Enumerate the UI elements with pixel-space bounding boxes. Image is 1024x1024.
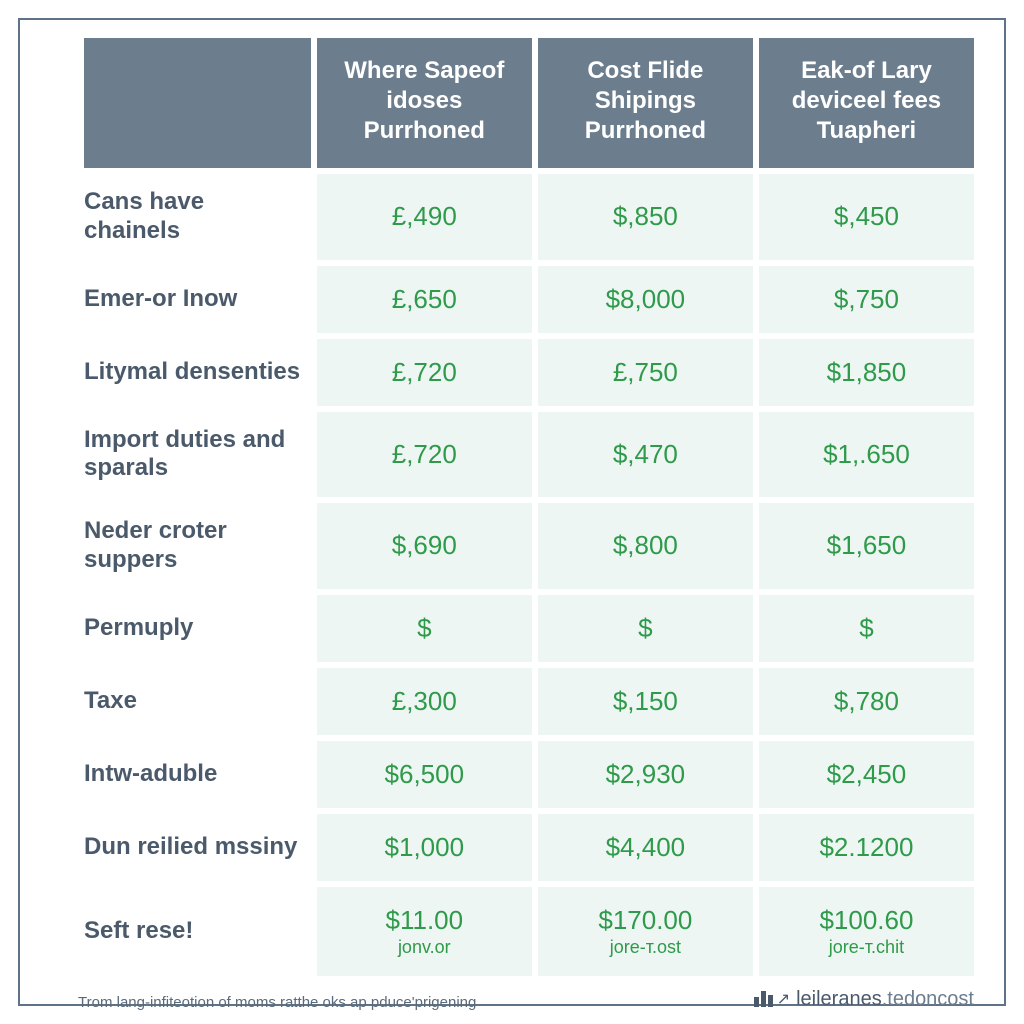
cell-value: $4,400 <box>544 832 747 863</box>
data-cell: $,780 <box>759 668 974 735</box>
row-label: Permuply <box>84 595 311 662</box>
row-label: Taxe <box>84 668 311 735</box>
data-cell: $2.1200 <box>759 814 974 881</box>
brand-mark: ↗ leileranes.tedoncost <box>754 988 974 1011</box>
cell-subtext: jore-т.ost <box>544 938 747 958</box>
data-cell: £,300 <box>317 668 532 735</box>
cell-value: £,720 <box>323 439 526 470</box>
cell-value: £,490 <box>323 201 526 232</box>
cell-value: $2,450 <box>765 759 968 790</box>
data-cell: $11.00jonv.or <box>317 887 532 976</box>
table-row: Intw-aduble $6,500 $2,930 $2,450 <box>84 741 974 808</box>
data-cell: £,490 <box>317 174 532 260</box>
brand-domain: .tedoncost <box>882 988 974 1010</box>
table-row: Litymal densenties £,720 £,750 $1,850 <box>84 339 974 406</box>
data-cell: $,470 <box>538 412 753 498</box>
cell-value: $,800 <box>544 530 747 561</box>
row-label: Intw-aduble <box>84 741 311 808</box>
data-cell: $,450 <box>759 174 974 260</box>
row-label: Neder croter suppers <box>84 503 311 589</box>
table-frame: Where Sapeof idoses Purrhoned Cost Flide… <box>18 18 1006 1006</box>
table-row: Import duties and sparals £,720 $,470 $1,.6… <box>84 412 974 498</box>
data-cell: $1,650 <box>759 503 974 589</box>
table-row: Neder croter suppers $,690 $,800 $1,650 <box>84 503 974 589</box>
data-cell: $ <box>759 595 974 662</box>
cell-value: $,750 <box>765 284 968 315</box>
data-cell: $,150 <box>538 668 753 735</box>
table-row: Permuply $ $ $ <box>84 595 974 662</box>
cell-value: $1,000 <box>323 832 526 863</box>
cost-comparison-table: Where Sapeof idoses Purrhoned Cost Flide… <box>78 38 980 976</box>
table-row: Seft rese!$11.00jonv.or$170.00jore-т.ost… <box>84 887 974 976</box>
header-col-2: Cost Flide Shipings Purrhoned <box>538 38 753 168</box>
data-cell: $8,000 <box>538 266 753 333</box>
cell-value: $2.1200 <box>765 832 968 863</box>
cell-value: $1,650 <box>765 530 968 561</box>
data-cell: $1,.650 <box>759 412 974 498</box>
brand-name: leileranes <box>796 988 882 1010</box>
data-cell: $2,450 <box>759 741 974 808</box>
cell-value: $1,850 <box>765 357 968 388</box>
data-cell: $ <box>317 595 532 662</box>
cell-value: $ <box>323 613 526 644</box>
data-cell: $,800 <box>538 503 753 589</box>
cell-value: $2,930 <box>544 759 747 790</box>
data-cell: £,750 <box>538 339 753 406</box>
cell-value: $,470 <box>544 439 747 470</box>
row-label: Cans have chainels <box>84 174 311 260</box>
table-footer: Trom lang-infiteotion of moms ratthe oks… <box>78 984 980 1011</box>
row-label: Litymal densenties <box>84 339 311 406</box>
table-row: Emer-or Inow £,650 $8,000 $,750 <box>84 266 974 333</box>
cell-value: $ <box>765 613 968 644</box>
data-cell: $,750 <box>759 266 974 333</box>
table-header-row: Where Sapeof idoses Purrhoned Cost Flide… <box>84 38 974 168</box>
cell-value: £,650 <box>323 284 526 315</box>
data-cell: $2,930 <box>538 741 753 808</box>
cell-value: $,150 <box>544 686 747 717</box>
cell-value: $,690 <box>323 530 526 561</box>
header-col-3: Eak-of Lary deviceel fees Tuapheri <box>759 38 974 168</box>
cell-value: $100.60 <box>765 905 968 936</box>
table-row: Taxe £,300 $,150 $,780 <box>84 668 974 735</box>
cell-value: $11.00 <box>323 905 526 936</box>
table-row: Cans have chainels £,490 $,850 $,450 <box>84 174 974 260</box>
cell-value: £,750 <box>544 357 747 388</box>
data-cell: £,720 <box>317 412 532 498</box>
header-blank <box>84 38 311 168</box>
data-cell: $ <box>538 595 753 662</box>
row-label: Emer-or Inow <box>84 266 311 333</box>
cell-value: $ <box>544 613 747 644</box>
cell-value: £,300 <box>323 686 526 717</box>
data-cell: $6,500 <box>317 741 532 808</box>
cell-value: $,450 <box>765 201 968 232</box>
cell-subtext: jore-т.chit <box>765 938 968 958</box>
data-cell: $1,000 <box>317 814 532 881</box>
row-label: Dun reilied mssiny <box>84 814 311 881</box>
cell-value: $1,.650 <box>765 439 968 470</box>
data-cell: $170.00jore-т.ost <box>538 887 753 976</box>
cell-value: $8,000 <box>544 284 747 315</box>
data-cell: $1,850 <box>759 339 974 406</box>
data-cell: £,650 <box>317 266 532 333</box>
row-label: Seft rese! <box>84 887 311 976</box>
cell-value: $,780 <box>765 686 968 717</box>
cell-subtext: jonv.or <box>323 938 526 958</box>
row-label: Import duties and sparals <box>84 412 311 498</box>
data-cell: $100.60jore-т.chit <box>759 887 974 976</box>
cell-value: $170.00 <box>544 905 747 936</box>
data-cell: £,720 <box>317 339 532 406</box>
data-cell: $,690 <box>317 503 532 589</box>
brand-bars-icon <box>754 991 773 1007</box>
data-cell: $4,400 <box>538 814 753 881</box>
cell-value: £,720 <box>323 357 526 388</box>
brand-arrow-icon: ↗ <box>777 989 790 1009</box>
table-row: Dun reilied mssiny $1,000 $4,400 $2.1200 <box>84 814 974 881</box>
footnote-text: Trom lang-infiteotion of moms ratthe oks… <box>78 994 476 1011</box>
cell-value: $6,500 <box>323 759 526 790</box>
data-cell: $,850 <box>538 174 753 260</box>
header-col-1: Where Sapeof idoses Purrhoned <box>317 38 532 168</box>
cell-value: $,850 <box>544 201 747 232</box>
